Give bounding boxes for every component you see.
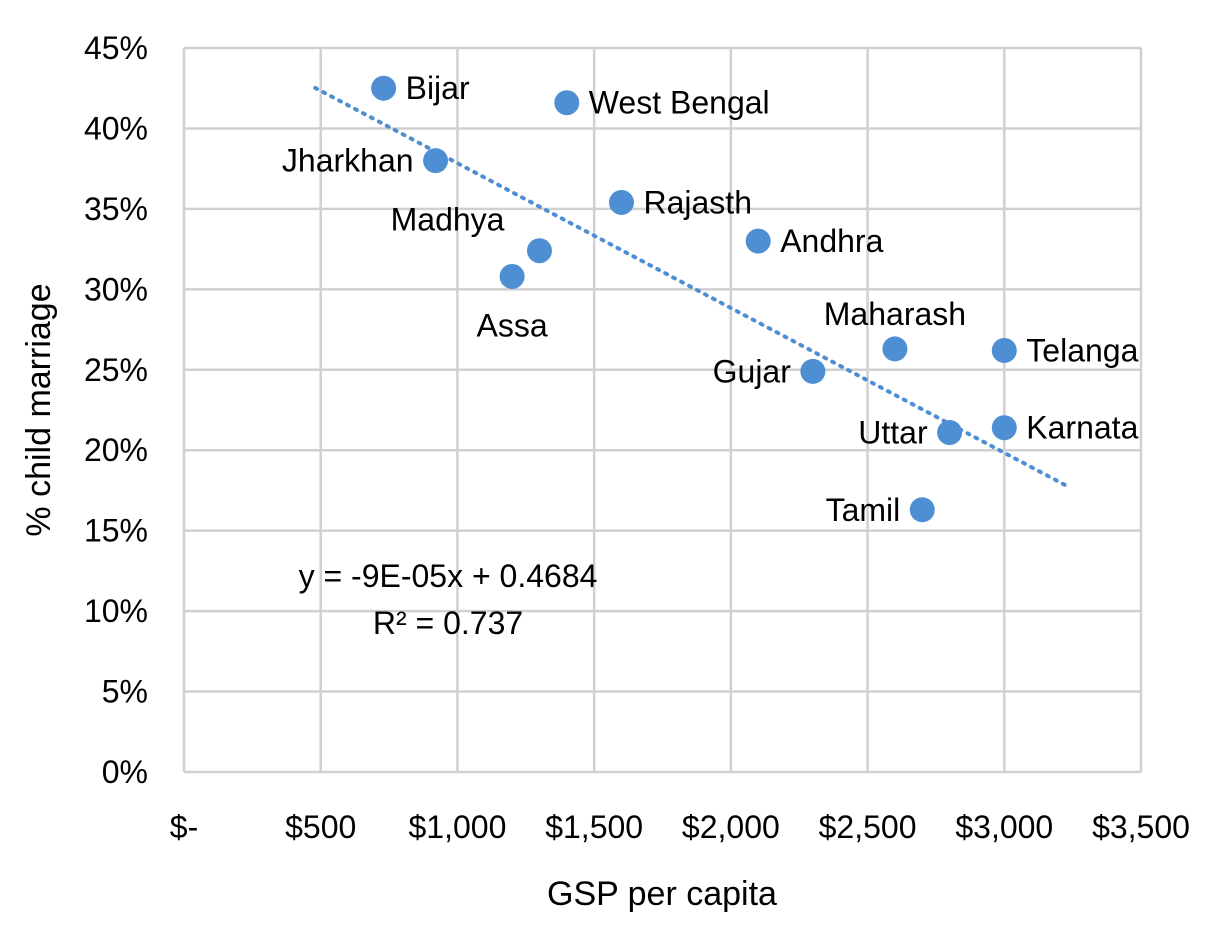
point-label-andhra: Andhra	[780, 223, 883, 259]
data-point-west-bengal	[554, 90, 580, 116]
x-tick-label: $2,500	[819, 809, 917, 845]
trendline-r-squared: R² = 0.737	[373, 605, 523, 641]
x-tick-label: $3,000	[955, 809, 1053, 845]
data-point-assa	[499, 263, 525, 289]
x-tick-label: $1,000	[408, 809, 506, 845]
data-point-maharash	[882, 336, 908, 362]
trendline-equation: y = -9E-05x + 0.4684	[299, 558, 598, 594]
x-tick-label: $1,500	[545, 809, 643, 845]
point-label-karnata: Karnata	[1026, 410, 1138, 446]
point-label-maharash: Maharash	[824, 296, 966, 332]
data-point-bijar	[371, 75, 397, 101]
point-label-gujar: Gujar	[713, 353, 792, 389]
point-label-uttar: Uttar	[858, 415, 928, 451]
point-label-west-bengal: West Bengal	[589, 85, 770, 121]
data-point-karnata	[991, 415, 1017, 441]
point-label-bijar: Bijar	[406, 70, 470, 106]
y-tick-label: 25%	[84, 352, 148, 388]
x-tick-label: $2,000	[682, 809, 780, 845]
point-labels: Bijar West Bengal Jharkhan Rajasth Madhya Ass…	[282, 70, 1139, 528]
point-label-telanga: Telanga	[1026, 332, 1138, 368]
point-label-rajasth: Rajasth	[643, 184, 752, 220]
x-tick-label: $3,500	[1092, 809, 1190, 845]
data-point-andhra	[745, 228, 771, 254]
data-point-uttar	[937, 420, 963, 446]
trendline-layer	[313, 85, 1070, 489]
point-label-tamil: Tamil	[826, 492, 901, 528]
y-tick-label: 10%	[84, 593, 148, 629]
x-axis-title: GSP per capita	[547, 875, 777, 913]
y-tick-label: 20%	[84, 432, 148, 468]
x-tick-label: $500	[285, 809, 356, 845]
y-tick-label: 35%	[84, 191, 148, 227]
grid-lines	[182, 46, 1143, 774]
trendline	[313, 85, 1070, 489]
data-point-gujar	[800, 358, 826, 384]
data-point-jharkhan	[423, 148, 449, 174]
y-tick-label: 40%	[84, 110, 148, 146]
x-axis-ticks: $- $500 $1,000 $1,500 $2,000 $2,500 $3,000 $3,5…	[170, 809, 1190, 845]
y-axis-title: % child marriage	[20, 283, 58, 536]
data-point-madhya	[526, 238, 552, 264]
y-tick-label: 30%	[84, 271, 148, 307]
y-axis-ticks: 0% 5% 10% 15% 20% 25% 30% 35% 40% 45%	[84, 30, 148, 790]
y-tick-label: 45%	[84, 30, 148, 66]
data-point-telanga	[991, 337, 1017, 363]
x-tick-label: $-	[170, 809, 198, 845]
y-tick-label: 15%	[84, 513, 148, 549]
y-tick-label: 5%	[102, 674, 148, 710]
y-tick-label: 0%	[102, 754, 148, 790]
point-label-assa: Assa	[477, 307, 548, 343]
data-points	[371, 75, 1017, 523]
point-label-jharkhan: Jharkhan	[282, 143, 414, 179]
point-label-madhya: Madhya	[391, 202, 505, 238]
data-point-rajasth	[608, 189, 634, 215]
data-point-tamil	[909, 497, 935, 523]
